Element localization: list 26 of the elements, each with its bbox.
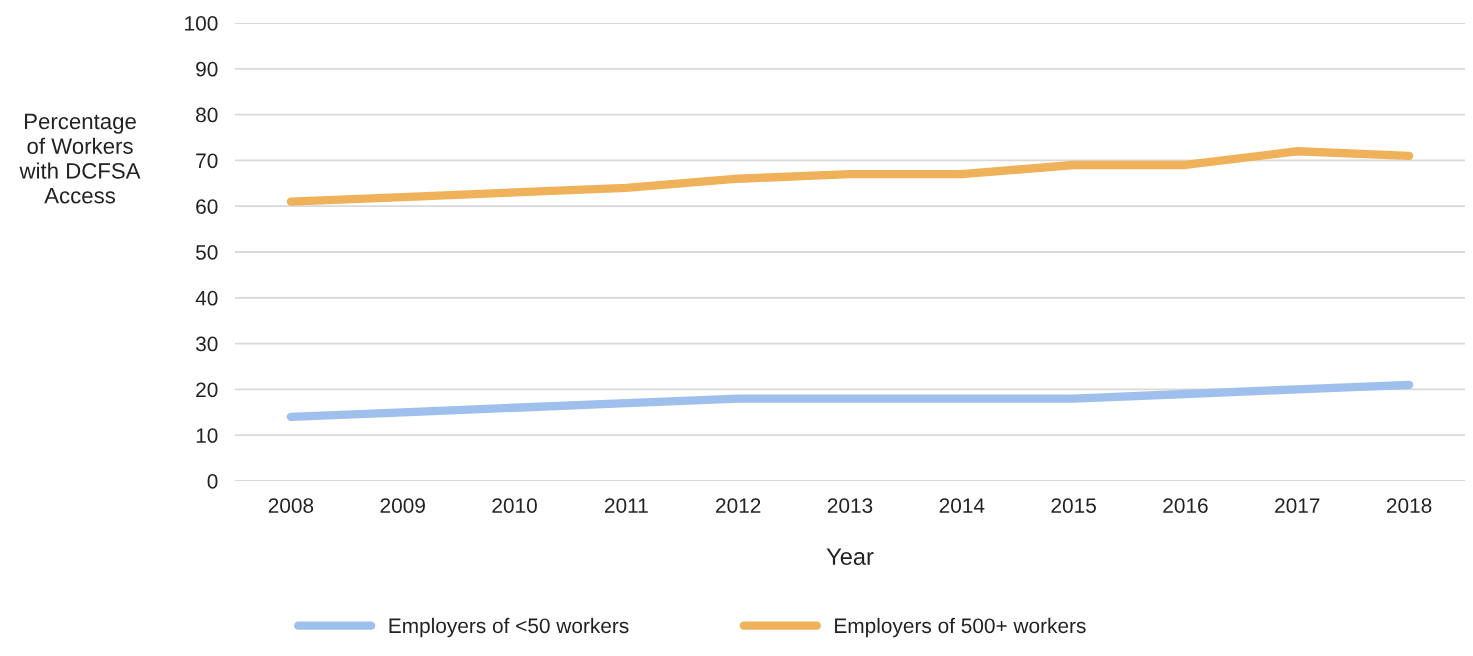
y-tick-label: 80 <box>196 107 218 123</box>
y-axis-title: Percentage of Workers with DCFSA Access <box>19 113 141 204</box>
y-tick-label: 100 <box>185 16 218 31</box>
y-tick-label: 0 <box>207 474 218 489</box>
y-tick-label: 40 <box>195 290 218 306</box>
x-tick-label: 2015 <box>1051 498 1096 513</box>
legend-label: Employers of 500+ workers <box>835 617 1086 638</box>
x-tick-label: 2009 <box>380 498 425 513</box>
y-tick-label: 90 <box>196 61 218 77</box>
x-tick-label: 2013 <box>827 498 873 513</box>
x-tick-label: 2018 <box>1386 498 1432 513</box>
x-tick-label: 2011 <box>605 498 648 513</box>
x-tick-label: 2012 <box>716 498 761 513</box>
y-tick-label: 70 <box>196 153 218 169</box>
x-tick-label: 2010 <box>492 498 537 513</box>
y-tick-label: 10 <box>196 428 218 443</box>
x-tick-label: 2017 <box>1275 498 1320 513</box>
y-tick-label: 30 <box>195 336 218 352</box>
x-axis-title: Year <box>826 548 874 565</box>
y-tick-label: 20 <box>196 382 218 398</box>
x-tick-label: 2008 <box>268 498 314 513</box>
x-tick-label: 2014 <box>939 498 985 513</box>
legend-label: Employers of <50 workers <box>389 617 629 638</box>
x-tick-label: 2016 <box>1163 498 1208 513</box>
y-tick-label: 60 <box>196 199 218 214</box>
y-tick-label: 50 <box>196 245 218 260</box>
